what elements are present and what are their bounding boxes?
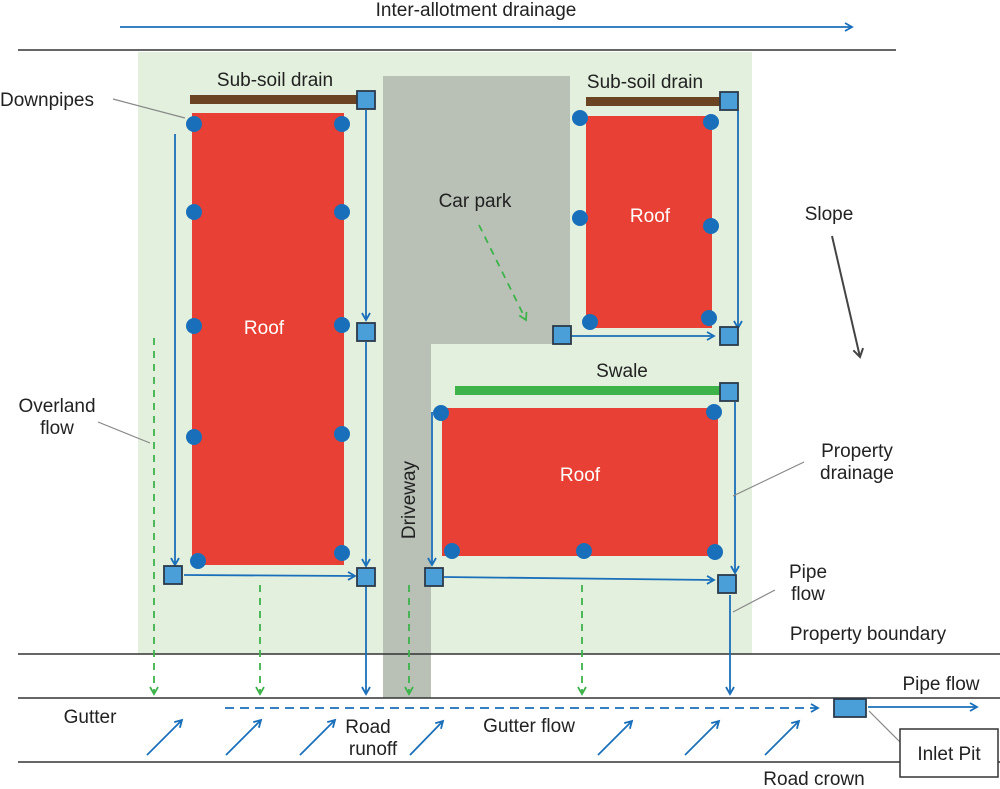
swale-label: Swale [596,361,648,382]
overland-flow-arrows [149,224,587,696]
pits [163,90,867,718]
roof-top-right [586,116,712,328]
roof-left [192,113,344,565]
callout-lines [97,98,904,746]
property-drainage-label-1: Property [821,441,893,462]
road-runoff-label-1: Road [345,717,390,738]
pipe-flow-label-2: flow [791,584,825,605]
inter-allotment-label: Inter-allotment drainage [376,0,577,21]
overland-flow-label-2: flow [40,418,74,439]
subsoil-drain-right [586,97,722,106]
gutter-flow-label: Gutter flow [483,716,575,737]
inlet-pit-label: Inlet Pit [917,744,981,765]
downpipes-label: Downpipes [0,90,94,111]
property-drainage-label-2: drainage [820,463,894,484]
overland-flow-label-1: Overland [18,396,95,417]
road-runoff-label-2: runoff [349,739,398,760]
roof-left-label: Roof [244,318,285,339]
downpipes [186,110,723,569]
car-park-label: Car park [439,191,512,212]
roof-top-right-label: Roof [630,206,671,227]
slope-arrow [831,235,865,359]
pipe-flow-label-1: Pipe [789,562,827,583]
property-boundary-label: Property boundary [790,624,947,645]
roof-bottom [442,408,718,556]
subsoil-drain-left [190,95,360,104]
road-crown-label: Road crown [763,769,864,789]
pipe-flows [170,110,979,712]
driveway-car-park [383,76,570,698]
slope-label: Slope [805,204,854,225]
gutter-label: Gutter [64,707,117,728]
subsoil-drain-right-label: Sub-soil drain [587,72,703,93]
roof-bottom-label: Roof [560,465,601,486]
inlet-pit-box [899,728,999,778]
driveway-label: Driveway [399,460,420,539]
swale [455,386,723,395]
pipe-flow-out-label: Pipe flow [902,674,979,695]
road-runoff-arrows [146,718,801,756]
subsoil-drain-left-label: Sub-soil drain [217,70,333,91]
